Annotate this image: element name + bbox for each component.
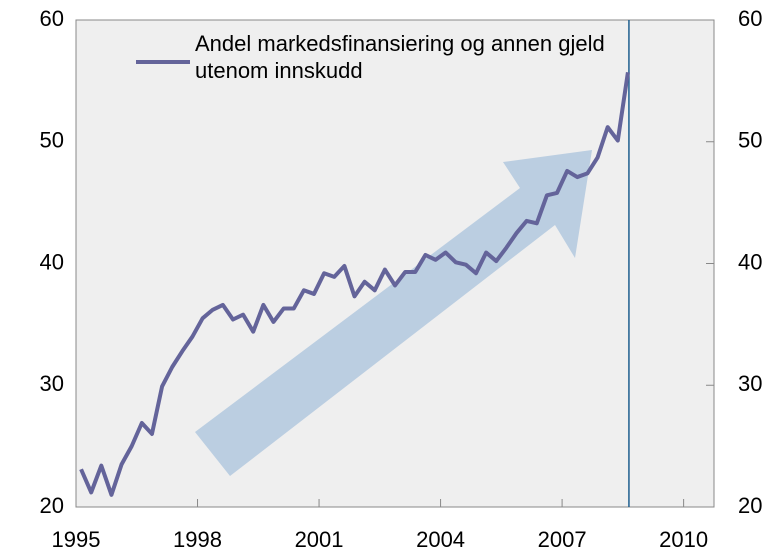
y-tick-label: 30 <box>40 371 64 396</box>
y2-tick-label: 20 <box>738 493 762 518</box>
legend-label: Andel markedsfinansiering og annen gjeld… <box>195 31 605 83</box>
plot-area <box>75 19 715 508</box>
y-tick-label: 20 <box>40 493 64 518</box>
y2-tick-label: 40 <box>738 249 762 274</box>
trend-arrow <box>195 150 592 476</box>
y-tick-label: 60 <box>40 6 64 31</box>
x-tick-label: 2007 <box>538 527 587 552</box>
y2-tick-label: 50 <box>738 128 762 153</box>
x-tick-label: 2001 <box>295 527 344 552</box>
y-tick-label: 40 <box>40 249 64 274</box>
x-tick-label: 2004 <box>416 527 465 552</box>
x-tick-label: 1995 <box>52 527 101 552</box>
x-tick-label: 2010 <box>659 527 708 552</box>
y2-tick-label: 60 <box>738 6 762 31</box>
x-tick-label: 1998 <box>173 527 222 552</box>
line-series <box>79 72 630 497</box>
y2-tick-label: 30 <box>738 371 762 396</box>
y-tick-label: 50 <box>40 128 64 153</box>
